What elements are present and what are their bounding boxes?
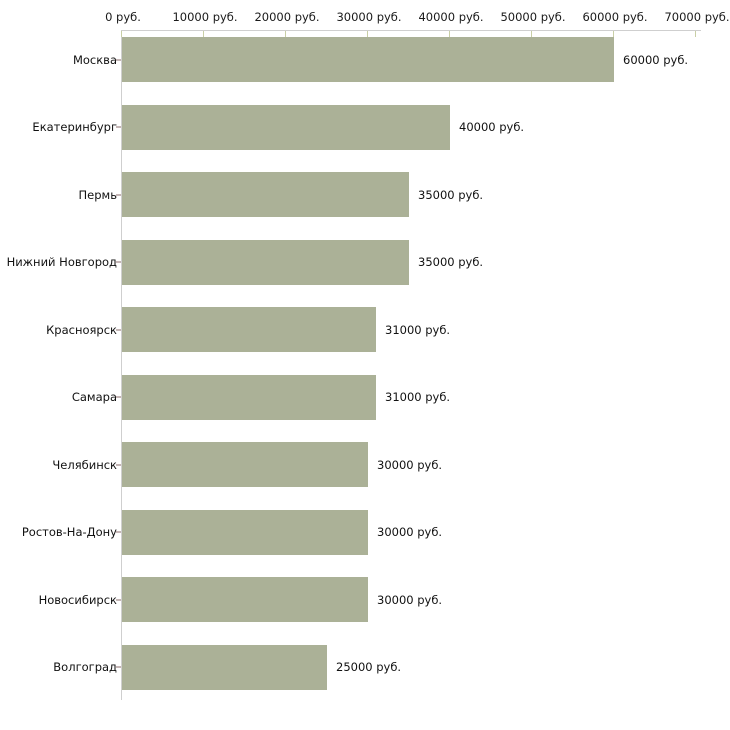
- y-axis-label: Новосибирск: [38, 592, 117, 607]
- bar-value-label: 30000 руб.: [377, 457, 443, 472]
- x-axis-tick-mark: [531, 31, 532, 37]
- bar-value-label: 31000 руб.: [385, 390, 451, 404]
- x-axis-tick-mark: [695, 31, 696, 37]
- y-axis-label: Красноярск: [46, 322, 117, 337]
- x-axis-tick-mark: [367, 31, 368, 37]
- x-axis-tick-label: 40000 руб.: [418, 10, 484, 24]
- y-axis-tick-mark: [116, 58, 121, 61]
- y-axis-tick-mark: [116, 531, 121, 533]
- x-axis-tick-mark: [203, 31, 204, 37]
- x-axis-tick-label: 60000 руб.: [582, 10, 648, 24]
- x-axis-tick-label: 70000 руб.: [664, 10, 730, 24]
- x-axis-tick-mark: [613, 31, 614, 37]
- y-axis-label: Пермь: [78, 187, 117, 202]
- y-axis-tick-mark: [116, 598, 121, 601]
- bar-value-label: 60000 руб.: [623, 52, 689, 67]
- bar: [122, 307, 376, 352]
- y-axis-line: [121, 30, 122, 700]
- y-axis-tick-mark: [116, 328, 121, 331]
- y-axis-tick-mark: [116, 666, 121, 668]
- x-axis-tick-label: 50000 руб.: [500, 10, 566, 24]
- y-axis-label: Ростов-На-Дону: [21, 525, 117, 539]
- bar: [122, 172, 409, 217]
- y-axis-tick-mark: [116, 396, 121, 398]
- x-axis-tick-label: 0 руб.: [105, 10, 141, 24]
- y-axis-tick-mark: [116, 193, 121, 196]
- y-axis-label: Челябинск: [52, 457, 117, 472]
- bar: [122, 644, 327, 690]
- bar: [122, 442, 368, 487]
- y-axis-label: Екатеринбург: [32, 120, 117, 134]
- bar-value-label: 25000 руб.: [336, 660, 402, 674]
- bar-value-label: 40000 руб.: [459, 120, 525, 134]
- bar: [122, 577, 368, 622]
- x-axis-tick-mark: [285, 31, 286, 37]
- bar: [122, 239, 409, 285]
- x-axis-tick-label: 10000 руб.: [172, 10, 238, 24]
- y-axis-label: Нижний Новгород: [6, 255, 117, 269]
- bar-value-label: 35000 руб.: [418, 255, 484, 269]
- y-axis-tick-mark: [116, 463, 121, 466]
- bar: [122, 104, 450, 150]
- x-axis-tick-mark: [121, 31, 122, 37]
- bar: [122, 509, 368, 555]
- bar-value-label: 31000 руб.: [385, 322, 451, 337]
- bar: [122, 37, 614, 82]
- x-axis-tick-label: 20000 руб.: [254, 10, 320, 24]
- y-axis-label: Москва: [72, 52, 117, 67]
- y-axis-tick-mark: [116, 126, 121, 128]
- y-axis-label: Волгоград: [53, 660, 117, 674]
- x-axis-line: [121, 30, 701, 31]
- bar-value-label: 30000 руб.: [377, 592, 443, 607]
- x-axis-tick-mark: [449, 31, 450, 37]
- y-axis-tick-mark: [116, 261, 121, 263]
- x-axis-tick-label: 30000 руб.: [336, 10, 402, 24]
- bar: [122, 374, 376, 420]
- bar-value-label: 35000 руб.: [418, 187, 484, 202]
- bar-value-label: 30000 руб.: [377, 525, 443, 539]
- y-axis-label: Самара: [71, 390, 117, 404]
